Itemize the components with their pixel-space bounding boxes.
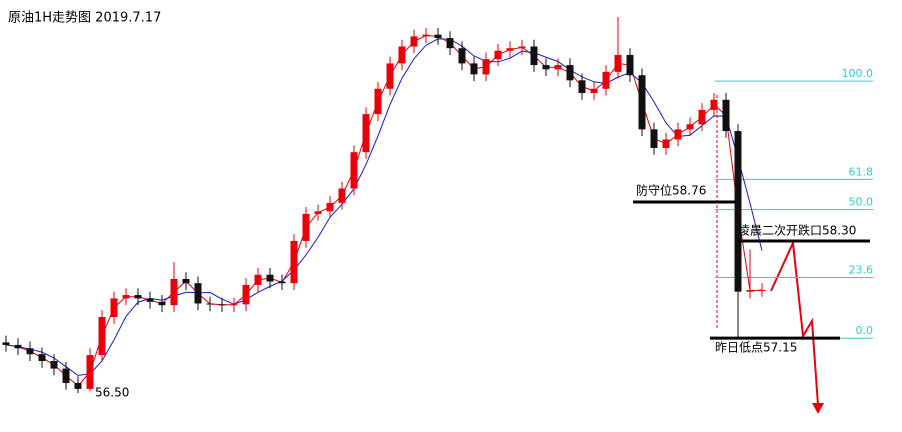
- candle-body: [110, 298, 118, 318]
- candle-body: [386, 63, 394, 89]
- candle-body: [374, 88, 382, 115]
- candle-body: [74, 382, 82, 389]
- candle-body: [686, 124, 694, 130]
- candle-body: [362, 114, 370, 153]
- candle-body: [302, 213, 310, 241]
- candle-body: [578, 80, 586, 93]
- arrow-head: [812, 403, 824, 414]
- candle-body: [290, 240, 298, 284]
- candle-body: [398, 46, 406, 64]
- level-label: 防守位58.76: [636, 183, 706, 198]
- candle-body: [482, 59, 490, 75]
- fib-label: 0.0: [856, 324, 874, 337]
- level-label: 昨日低点57.15: [715, 341, 797, 355]
- candle-body: [26, 348, 34, 355]
- candle-body: [182, 278, 190, 284]
- candle-body: [98, 317, 106, 356]
- candle-body: [638, 75, 646, 130]
- candle-body: [254, 274, 262, 285]
- candle-body: [518, 46, 526, 49]
- candle-body: [242, 284, 250, 305]
- candle-body: [314, 211, 322, 214]
- chart-title: 原油1H走势图 2019.7.17: [8, 10, 161, 26]
- candle-body: [122, 295, 130, 299]
- candle-body: [170, 278, 178, 306]
- candle-body: [602, 71, 610, 89]
- candle-body: [86, 355, 94, 389]
- fib-label: 50.0: [849, 196, 874, 209]
- candle-body: [746, 289, 754, 292]
- candle-body: [194, 283, 202, 304]
- candle-body: [278, 281, 286, 284]
- candle-body: [590, 88, 598, 93]
- candle-body: [470, 63, 478, 75]
- projection-arrow: [770, 239, 819, 406]
- level-label: 56.50: [95, 386, 129, 400]
- candle-body: [422, 34, 430, 37]
- candle-body: [62, 368, 70, 383]
- candle-body: [650, 129, 658, 148]
- candle-body: [458, 48, 466, 64]
- candle-body: [38, 354, 46, 361]
- candle-body: [698, 109, 706, 125]
- fib-label: 23.6: [849, 264, 874, 277]
- candle-body: [350, 152, 358, 189]
- candle-body: [146, 298, 154, 302]
- candle-body: [50, 360, 58, 369]
- level-label: 凌晨二次开跌口58.30: [738, 222, 856, 237]
- candle-body: [206, 303, 214, 305]
- candle-body: [758, 289, 766, 291]
- fib-label: 61.8: [849, 165, 874, 178]
- candle-body: [626, 54, 634, 76]
- ma-line: [5, 38, 763, 376]
- candle-body: [134, 295, 142, 299]
- fib-label: 100.0: [842, 67, 874, 80]
- candle-body: [554, 65, 562, 70]
- candle-body: [566, 65, 574, 81]
- ma-line: [5, 34, 763, 387]
- candle-body: [734, 131, 742, 292]
- candle-body: [14, 344, 22, 349]
- candle-body: [158, 301, 166, 306]
- candle-body: [722, 99, 730, 132]
- candle-body: [530, 46, 538, 66]
- candle-body: [326, 202, 334, 212]
- candle-body: [662, 139, 670, 148]
- candle-body: [494, 50, 502, 60]
- candle-body: [710, 99, 718, 110]
- candle-body: [674, 129, 682, 140]
- candle-body: [434, 34, 442, 39]
- candle-body: [542, 65, 550, 70]
- candle-body: [446, 38, 454, 49]
- candle-body: [506, 48, 514, 51]
- candle-body: [614, 54, 622, 72]
- candle-body: [266, 274, 274, 282]
- candle-body: [218, 304, 226, 306]
- candle-body: [338, 188, 346, 203]
- candle-body: [230, 304, 238, 306]
- candle-body: [2, 342, 10, 345]
- candle-body: [410, 36, 418, 47]
